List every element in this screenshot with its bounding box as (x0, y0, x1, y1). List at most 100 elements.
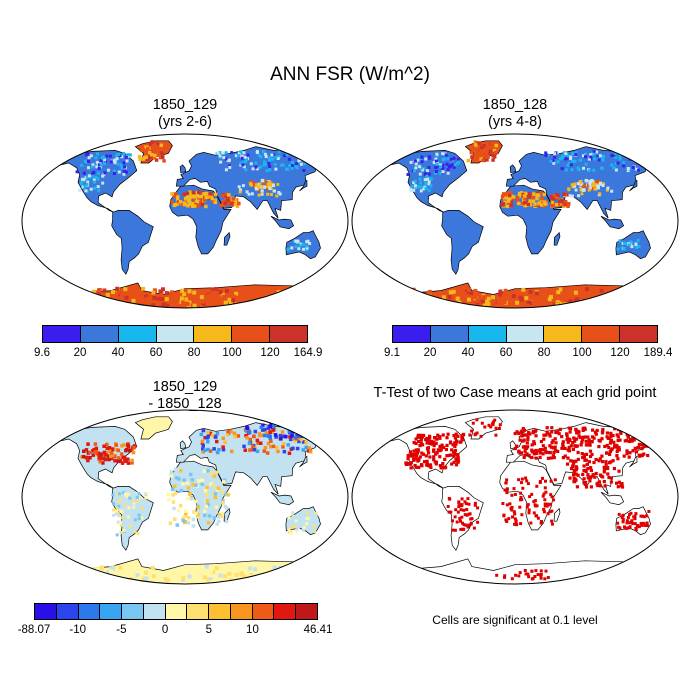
grid-cell (539, 572, 543, 576)
grid-cell (511, 294, 516, 299)
grid-cell (287, 294, 292, 299)
grid-cell (227, 158, 231, 162)
grid-cell (174, 476, 179, 480)
grid-cell (581, 188, 585, 192)
grid-cell (435, 152, 439, 156)
grid-cell (532, 440, 536, 444)
grid-cell (480, 421, 484, 425)
grid-cell (81, 301, 86, 306)
landmass-britain (179, 164, 187, 174)
grid-cell (232, 431, 237, 436)
grid-cell (164, 291, 169, 296)
panel-2-title-line2: (yrs 4-8) (488, 114, 542, 130)
grid-cell (262, 163, 266, 167)
grid-cell (551, 454, 555, 458)
grid-cell (510, 493, 514, 497)
grid-cell (199, 194, 204, 199)
grid-cell (610, 154, 614, 158)
grid-cell (194, 511, 198, 515)
grid-cell (206, 502, 210, 507)
grid-cell (542, 492, 546, 496)
grid-cell (120, 444, 124, 448)
grid-cell (173, 467, 178, 471)
grid-cell (523, 203, 527, 208)
grid-cell (91, 163, 95, 167)
grid-cell (169, 570, 174, 575)
grid-cell (151, 290, 156, 295)
grid-cell (615, 444, 619, 448)
grid-cell (462, 291, 467, 296)
grid-cell (427, 155, 431, 159)
grid-cell (261, 293, 266, 297)
grid-cell (74, 299, 79, 304)
grid-cell (291, 446, 295, 451)
grid-cell (434, 157, 438, 161)
grid-cell (453, 448, 457, 453)
grid-cell (308, 449, 313, 454)
grid-cell (175, 299, 180, 304)
grid-cell (545, 426, 549, 430)
grid-cell (548, 434, 552, 438)
grid-cell (153, 144, 158, 148)
grid-cell (541, 444, 545, 448)
grid-cell (525, 452, 529, 456)
grid-cell (467, 297, 471, 302)
grid-cell (565, 462, 570, 466)
grid-cell (145, 492, 149, 495)
grid-cell (541, 452, 545, 456)
grid-cell (451, 289, 456, 294)
grid-cell (493, 418, 497, 422)
grid-cell (135, 301, 140, 306)
grid-cell (266, 426, 271, 430)
grid-cell (627, 455, 631, 459)
grid-cell (536, 573, 540, 576)
grid-cell (243, 448, 247, 452)
grid-cell (519, 522, 523, 526)
grid-cell (219, 564, 223, 569)
grid-cell (488, 151, 492, 155)
grid-cell (534, 569, 538, 573)
grid-cell (588, 183, 592, 186)
grid-cell (527, 453, 531, 457)
grid-cell (446, 168, 450, 172)
grid-cell (528, 495, 532, 499)
grid-cell (305, 246, 309, 250)
grid-cell (152, 296, 157, 300)
grid-cell (571, 459, 575, 463)
grid-cell (305, 288, 310, 293)
grid-cell (451, 519, 454, 523)
grid-cell (234, 295, 239, 300)
grid-cell (251, 444, 255, 449)
grid-cell (209, 192, 213, 196)
grid-cell (443, 457, 447, 461)
grid-cell (530, 569, 534, 573)
grid-cell (577, 194, 580, 198)
grid-cell (613, 445, 617, 449)
grid-cell (552, 302, 557, 307)
grid-cell (97, 579, 102, 584)
grid-cell (521, 287, 526, 292)
grid-cell (527, 192, 532, 196)
grid-cell (429, 177, 433, 181)
grid-cell (302, 526, 306, 529)
grid-cell (470, 155, 474, 160)
grid-cell (556, 290, 561, 295)
grid-cell (297, 159, 301, 163)
grid-cell (95, 160, 99, 164)
grid-cell (409, 297, 414, 302)
grid-cell (306, 511, 310, 515)
colorbar-tick-label: 164.9 (293, 347, 323, 359)
grid-cell (274, 155, 278, 159)
grid-cell (501, 203, 505, 207)
grid-cell (451, 443, 455, 447)
grid-cell (633, 522, 637, 526)
grid-cell (188, 472, 193, 477)
grid-cell (221, 445, 225, 449)
grid-cell (406, 173, 410, 176)
grid-cell (257, 567, 262, 572)
grid-cell (574, 153, 578, 157)
grid-cell (515, 523, 519, 527)
landmass-greenland (134, 416, 173, 440)
grid-cell (606, 186, 610, 190)
grid-cell (75, 569, 80, 574)
